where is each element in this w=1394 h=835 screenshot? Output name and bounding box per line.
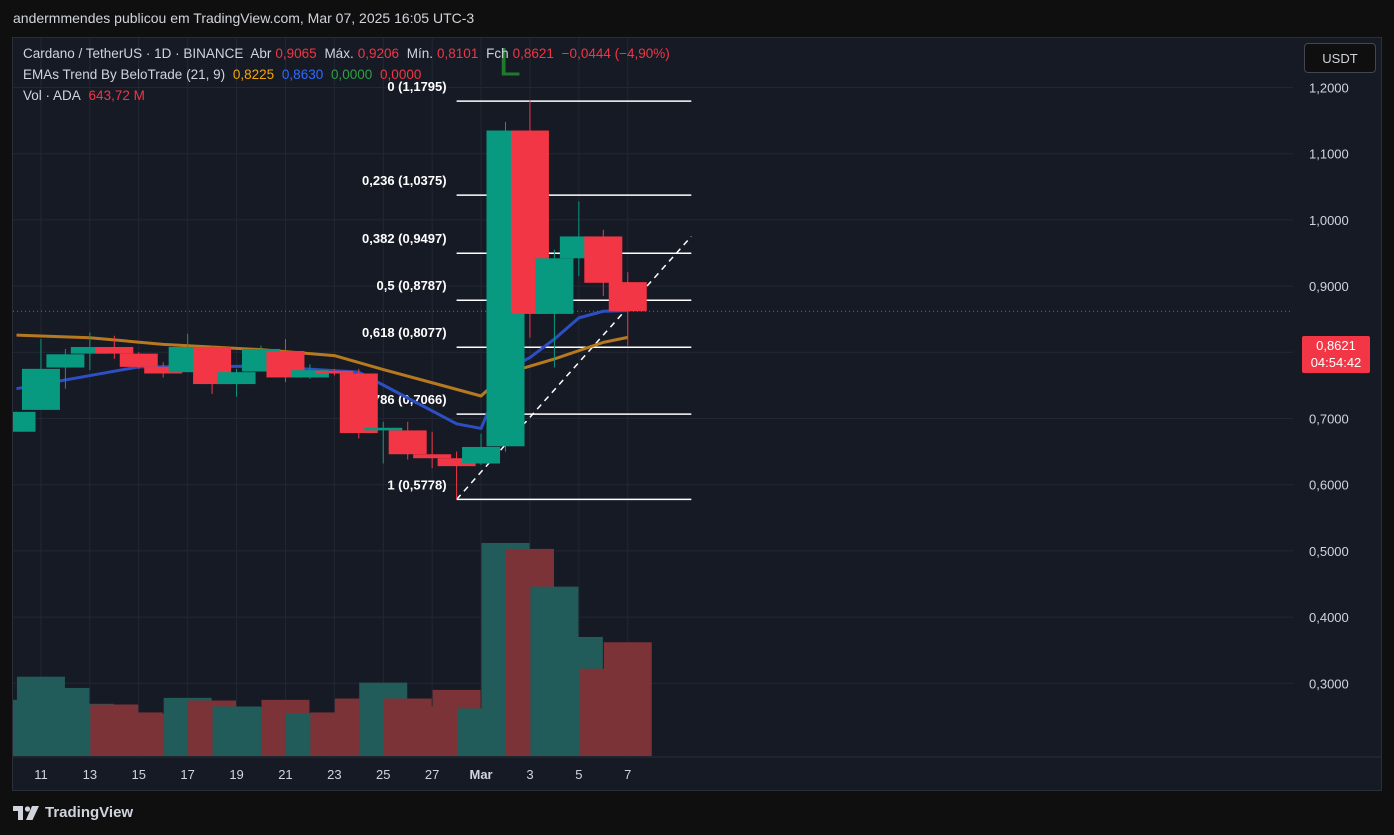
candle-body[interactable] xyxy=(584,236,623,283)
fib-level-label: 0 (1,1795) xyxy=(387,79,446,94)
open-value: 0,9065 xyxy=(275,46,317,61)
candle-body[interactable] xyxy=(388,430,427,455)
high-value: 0,9206 xyxy=(357,46,399,61)
candle-body[interactable] xyxy=(339,373,378,434)
open-label: Abr xyxy=(250,46,272,61)
ema-slow-line xyxy=(16,333,629,398)
x-axis-tick-label: 23 xyxy=(327,767,341,782)
chart-panel[interactable]: 0,30000,40000,50000,60000,70000,80000,90… xyxy=(12,37,1382,791)
last-price-tag: 0,8621 04:54:42 xyxy=(1302,336,1370,373)
y-axis-tick-label: 1,1000 xyxy=(1309,147,1349,162)
y-axis-tick-label: 1,2000 xyxy=(1309,81,1349,96)
y-axis-tick-label: 0,3000 xyxy=(1309,676,1349,691)
candle-body[interactable] xyxy=(413,454,452,459)
x-axis-tick-label: 27 xyxy=(425,767,439,782)
fib-level-label: 0,382 (0,9497) xyxy=(362,231,447,246)
candle-body[interactable] xyxy=(462,446,501,464)
candle-body[interactable] xyxy=(535,258,574,314)
candle-body[interactable] xyxy=(144,366,183,374)
fib-level-label: 1 (0,5778) xyxy=(387,477,446,492)
candle-body[interactable] xyxy=(315,370,354,374)
low-label: Mín. xyxy=(406,46,434,61)
high-label: Máx. xyxy=(324,46,354,61)
low-value: 0,8101 xyxy=(437,46,479,61)
symbol-legend: Cardano / TetherUS · 1D · BINANCE Abr 0,9… xyxy=(23,46,674,61)
y-axis-tick-label: 0,9000 xyxy=(1309,279,1349,294)
indicator-name[interactable]: EMAs Trend By BeloTrade (21, 9) xyxy=(23,67,226,82)
x-axis-tick-label: 5 xyxy=(575,767,582,782)
fib-level-label: 0,786 (0,7066) xyxy=(362,392,447,407)
last-price-value: 0,8621 xyxy=(1316,338,1356,353)
candle-body[interactable] xyxy=(364,427,403,431)
candle-body[interactable] xyxy=(217,372,256,385)
y-axis-tick-label: 0,4000 xyxy=(1309,610,1349,625)
volume-bar xyxy=(603,642,652,756)
symbol-title[interactable]: Cardano / TetherUS · 1D · BINANCE xyxy=(23,46,244,61)
change-value: −0,0444 (−4,90%) xyxy=(561,46,670,61)
y-axis-tick-label: 0,6000 xyxy=(1309,478,1349,493)
currency-unit-button[interactable]: USDT xyxy=(1304,43,1376,73)
x-axis-tick-label: 17 xyxy=(180,767,194,782)
fib-level-label: 0,236 (1,0375) xyxy=(362,173,447,188)
tradingview-logo[interactable]: TradingView xyxy=(13,804,133,821)
x-axis-tick-label: 11 xyxy=(34,767,48,782)
indicator-legend: EMAs Trend By BeloTrade (21, 9) 0,8225 0… xyxy=(23,67,425,82)
bar-countdown: 04:54:42 xyxy=(1310,355,1362,370)
x-axis-tick-label: 7 xyxy=(624,767,631,782)
tradingview-logo-text: TradingView xyxy=(45,804,134,821)
candlestick-chart[interactable]: 0,30000,40000,50000,60000,70000,80000,90… xyxy=(13,38,1382,791)
close-label: Fch xyxy=(486,46,509,61)
volume-legend: Vol · ADA 643,72 M xyxy=(23,88,149,103)
x-axis-tick-label: 3 xyxy=(526,767,533,782)
candle-body[interactable] xyxy=(46,354,85,368)
candle-body[interactable] xyxy=(70,347,109,354)
ema-slow-value: 0,8225 xyxy=(232,67,275,82)
candle-body[interactable] xyxy=(290,370,329,378)
pattern-marker-label: L xyxy=(499,41,521,85)
candle-body[interactable] xyxy=(21,368,60,410)
x-axis-tick-label: 25 xyxy=(376,767,390,782)
y-axis-tick-label: 0,5000 xyxy=(1309,544,1349,559)
x-axis-tick-label: 19 xyxy=(229,767,243,782)
candle-body[interactable] xyxy=(608,282,647,312)
x-axis-tick-label: Mar xyxy=(469,767,492,782)
volume-value: 643,72 M xyxy=(88,88,145,103)
x-axis-tick-label: 15 xyxy=(132,767,146,782)
fib-level-label: 0,5 (0,8787) xyxy=(376,278,446,293)
volume-label[interactable]: Vol · ADA xyxy=(23,88,81,103)
close-value: 0,8621 xyxy=(512,46,554,61)
x-axis-tick-label: 21 xyxy=(278,767,292,782)
ema-fast-value: 0,8630 xyxy=(281,67,324,82)
attribution-text: andermmendes publicou em TradingView.com… xyxy=(13,10,475,26)
candle-body[interactable] xyxy=(119,353,158,367)
y-axis-tick-label: 0,7000 xyxy=(1309,412,1349,427)
candle-body[interactable] xyxy=(437,458,476,467)
indicator-value-4: 0,0000 xyxy=(380,67,422,82)
tradingview-logo-icon xyxy=(13,805,39,820)
indicator-value-3: 0,0000 xyxy=(330,67,373,82)
ema-fast-line xyxy=(16,309,628,430)
candle-body[interactable] xyxy=(13,411,36,432)
x-axis-tick-label: 13 xyxy=(83,767,97,782)
candle-body[interactable] xyxy=(95,347,134,354)
fib-level-label: 0,618 (0,8077) xyxy=(362,325,447,340)
y-axis-tick-label: 1,0000 xyxy=(1309,213,1349,228)
